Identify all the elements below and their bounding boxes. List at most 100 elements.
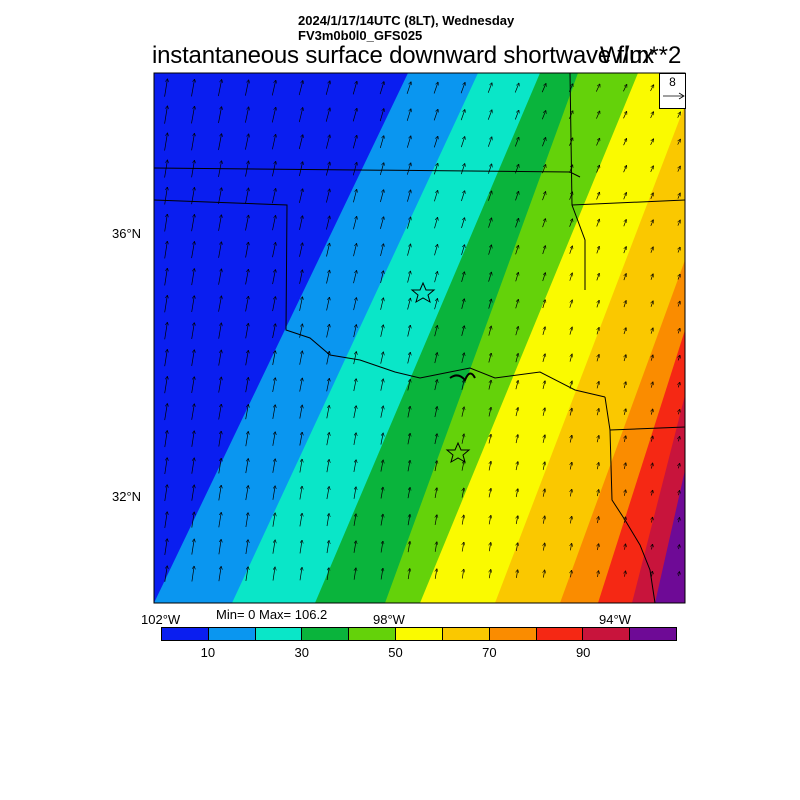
wind-arrow (679, 545, 680, 550)
wind-arrow (652, 545, 653, 550)
wind-arrow (272, 297, 276, 312)
wind-arrow (489, 516, 491, 525)
wind-arrow (299, 270, 303, 284)
wind-arrow (434, 272, 438, 283)
wind-arrow (408, 569, 410, 580)
wind-arrow (434, 245, 438, 256)
wind-arrow (272, 378, 276, 392)
wind-arrow (651, 436, 652, 442)
wind-arrow (488, 435, 491, 444)
wind-arrow (515, 381, 518, 390)
wind-arrow (164, 79, 168, 97)
wind-arrow (568, 84, 572, 93)
wind-arrow (435, 515, 437, 525)
wind-arrow (515, 354, 518, 363)
wind-arrow (678, 410, 679, 415)
wind-arrow (625, 544, 626, 550)
wind-arrow (325, 81, 330, 95)
wind-arrow (569, 192, 573, 200)
wind-arrow (326, 568, 329, 581)
wind-arrow (514, 84, 519, 93)
wind-arrow (515, 165, 518, 174)
wind-arrow (353, 433, 356, 445)
wind-arrow (218, 215, 222, 231)
wind-arrow (543, 516, 544, 524)
wind-arrow (299, 487, 302, 500)
wind-arrow (596, 301, 599, 308)
colorbar-swatch (442, 628, 490, 640)
wind-arrow (407, 488, 410, 499)
wind-arrow (596, 274, 599, 281)
wind-arrow (461, 326, 465, 336)
wind-arrow (543, 462, 545, 470)
wind-arrow (218, 405, 222, 420)
wind-arrow (542, 192, 546, 201)
wind-arrow (407, 271, 411, 283)
wind-arrow (353, 325, 357, 338)
lon-label-94w: 94°W (599, 612, 631, 627)
wind-arrow (191, 377, 195, 393)
wind-arrow (245, 297, 249, 312)
wind-arrow (516, 516, 518, 525)
wind-arrow (489, 489, 491, 498)
wind-arrow (380, 298, 384, 310)
wind-arrow (461, 191, 464, 202)
wind-arrow (191, 107, 195, 124)
wind-arrow (218, 161, 222, 177)
wind-arrow (651, 274, 653, 280)
wind-arrow (679, 572, 680, 577)
wind-arrow (299, 405, 302, 419)
forecast-datetime: 2024/1/17/14UTC (8LT), Wednesday (298, 13, 515, 28)
wind-arrow (406, 136, 410, 148)
wind-arrow (164, 377, 168, 394)
wind-arrow (380, 271, 384, 283)
wind-arrow (597, 382, 599, 389)
wind-arrow (678, 464, 679, 469)
wind-arrow (569, 300, 572, 308)
wind-arrow (272, 486, 275, 500)
wind-arrow (299, 162, 302, 177)
colorbar-swatch (583, 628, 631, 640)
wind-arrow (191, 485, 194, 501)
wind-arrow (272, 432, 275, 446)
wind-arrow (434, 407, 437, 418)
wind-arrow (678, 220, 680, 226)
wind-arrow (624, 409, 626, 415)
wind-arrow (245, 107, 248, 123)
wind-arrow (272, 270, 276, 285)
wind-arrow (678, 166, 680, 172)
wind-arrow (191, 188, 195, 205)
wind-arrow (218, 242, 222, 258)
wind-arrow (434, 218, 438, 229)
wind-arrow (408, 542, 410, 553)
wind-arrow (352, 109, 357, 122)
wind-arrow (488, 272, 492, 282)
wind-arrow (461, 434, 464, 444)
wind-arrow (516, 489, 518, 498)
wind-arrow (164, 404, 168, 421)
wind-arrow (272, 351, 276, 366)
wind-arrow (434, 353, 437, 364)
wind-arrow (245, 459, 248, 474)
wind-arrow (272, 135, 275, 150)
wind-arrow (326, 379, 330, 392)
wind-arrow (434, 191, 437, 202)
wind-arrow (379, 163, 383, 176)
wind-arrow (299, 324, 303, 338)
wind-arrow (380, 488, 383, 499)
wind-arrow (191, 404, 195, 420)
wind-arrow (353, 190, 356, 203)
wind-arrow (433, 83, 438, 94)
wind-arrow (272, 216, 276, 231)
shortwave-flux-bands (154, 73, 685, 603)
wind-arrow (461, 461, 464, 471)
wind-arrow (164, 188, 168, 205)
city-star-icon (410, 281, 436, 304)
wind-arrow (380, 515, 383, 526)
wind-arrow (353, 217, 356, 230)
wind-arrow (460, 83, 465, 94)
wind-arrow (542, 219, 546, 228)
wind-arrow (353, 271, 357, 284)
wind-arrow (407, 434, 410, 445)
wind-arrow (191, 134, 195, 151)
